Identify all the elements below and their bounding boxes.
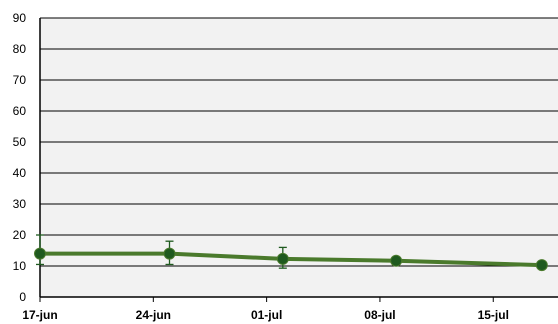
data-point: [536, 260, 547, 271]
y-tick-label: 50: [13, 135, 27, 149]
y-tick-label: 30: [13, 197, 27, 211]
y-tick-label: 40: [13, 166, 27, 180]
data-point: [277, 253, 288, 264]
x-axis-ticks: 17-jun 24-jun 01-jul 08-jul 15-jul: [22, 297, 509, 322]
x-tick-label: 17-jun: [22, 308, 57, 322]
y-tick-label: 70: [13, 73, 27, 87]
x-tick-label: 01-jul: [251, 308, 282, 322]
y-axis-ticks: 0 10 20 30 40 50 60 70 80 90: [13, 11, 27, 304]
data-point: [391, 255, 402, 266]
y-tick-label: 80: [13, 42, 27, 56]
y-tick-label: 10: [13, 259, 27, 273]
x-tick-label: 08-jul: [364, 308, 395, 322]
x-tick-label: 24-jun: [136, 308, 171, 322]
x-tick-label: 15-jul: [478, 308, 509, 322]
data-point: [35, 248, 46, 259]
y-tick-label: 90: [13, 11, 27, 25]
y-tick-label: 60: [13, 104, 27, 118]
y-tick-label: 20: [13, 228, 27, 242]
data-point: [164, 248, 175, 259]
y-tick-label: 0: [19, 290, 26, 304]
